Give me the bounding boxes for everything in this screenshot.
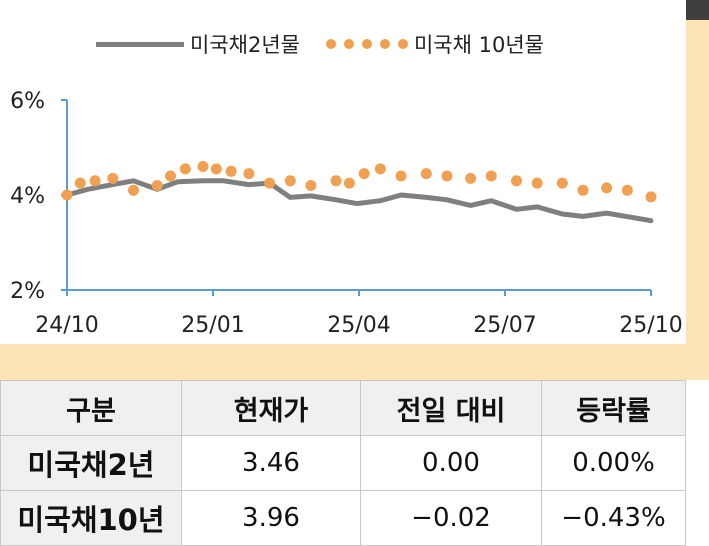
- row-name-2y: 미국채2년: [0, 435, 182, 491]
- series-point-10y: [74, 177, 86, 189]
- series-point-10y: [151, 180, 163, 191]
- legend-line-swatch: [96, 41, 184, 47]
- row-price-10y: 3.96: [181, 490, 361, 546]
- header-rate: 등락률: [541, 380, 686, 436]
- row-change-2y: 0.00: [360, 435, 542, 491]
- series-point-10y: [128, 184, 139, 196]
- series-point-10y: [264, 177, 276, 189]
- series-point-10y: [441, 170, 453, 182]
- series-point-10y: [197, 161, 209, 172]
- series-point-10y: [61, 189, 73, 201]
- series-point-10y: [531, 177, 543, 189]
- legend-label-10y: 미국채 10년물: [413, 33, 544, 57]
- header-category: 구분: [0, 380, 182, 436]
- frame-dark-tab: [686, 0, 709, 20]
- legend-label-2y: 미국채2년물: [190, 33, 300, 57]
- row-change-10y: −0.02: [360, 490, 542, 546]
- series-point-10y: [621, 184, 633, 196]
- series-point-10y: [420, 168, 432, 180]
- header-change: 전일 대비: [360, 380, 542, 436]
- frame-bottom-border: [0, 344, 709, 380]
- series-point-10y: [107, 172, 119, 184]
- series-point-10y: [601, 182, 613, 194]
- series-point-10y: [89, 175, 101, 187]
- series-point-10y: [305, 180, 317, 191]
- row-rate-10y: −0.43%: [541, 490, 686, 546]
- x-tick-label: 25/07: [473, 313, 536, 338]
- series-point-10y: [179, 163, 191, 175]
- table-header-row: 구분 현재가 전일 대비 등락률: [0, 380, 686, 436]
- series-point-10y: [343, 177, 355, 189]
- legend-item-2y: 미국채2년물: [96, 29, 300, 59]
- row-name-10y: 미국채10년: [0, 490, 182, 546]
- series-point-10y: [330, 175, 342, 187]
- chart-panel: 미국채2년물 미국채 10년물 6% 4% 2% 24/10 25/01 25/04 25…: [10, 30, 683, 338]
- series-point-10y: [395, 170, 407, 182]
- chart-plot: 6% 4% 2% 24/10 25/01 25/04 25/07 25/10: [10, 89, 683, 338]
- legend-dots-swatch: [325, 39, 408, 49]
- series-point-10y: [577, 184, 589, 196]
- series-point-10y: [284, 175, 296, 187]
- series-point-10y: [556, 177, 568, 189]
- table-row: 미국채10년 3.96 −0.02 −0.43%: [0, 490, 686, 546]
- series-point-10y: [165, 170, 176, 182]
- header-price: 현재가: [181, 380, 361, 436]
- series-point-10y: [225, 165, 237, 177]
- x-tick-label: 25/10: [619, 313, 682, 338]
- series-point-10y: [210, 163, 222, 175]
- series-point-10y: [374, 163, 386, 175]
- y-tick-label: 2%: [10, 279, 45, 304]
- row-price-2y: 3.46: [181, 435, 361, 491]
- series-point-10y: [465, 172, 477, 184]
- frame-right-border: [686, 20, 709, 380]
- series-point-10y: [485, 170, 497, 182]
- table-row: 미국채2년 3.46 0.00 0.00%: [0, 435, 686, 491]
- series-point-10y: [645, 191, 657, 203]
- x-tick-label: 24/10: [35, 313, 98, 338]
- series-point-10y: [358, 168, 370, 180]
- x-tick-label: 25/01: [181, 313, 244, 338]
- quote-table: 구분 현재가 전일 대비 등락률 미국채2년 3.46 0.00 0.00% 미…: [0, 380, 686, 546]
- series-point-10y: [511, 175, 522, 187]
- legend-item-10y: 미국채 10년물: [325, 29, 544, 59]
- y-tick-label: 4%: [10, 184, 45, 209]
- y-tick-label: 6%: [10, 89, 45, 114]
- row-rate-2y: 0.00%: [541, 435, 686, 491]
- chart-legend: 미국채2년물 미국채 10년물: [96, 30, 570, 58]
- series-point-10y: [243, 168, 255, 180]
- x-tick-label: 25/04: [327, 313, 390, 338]
